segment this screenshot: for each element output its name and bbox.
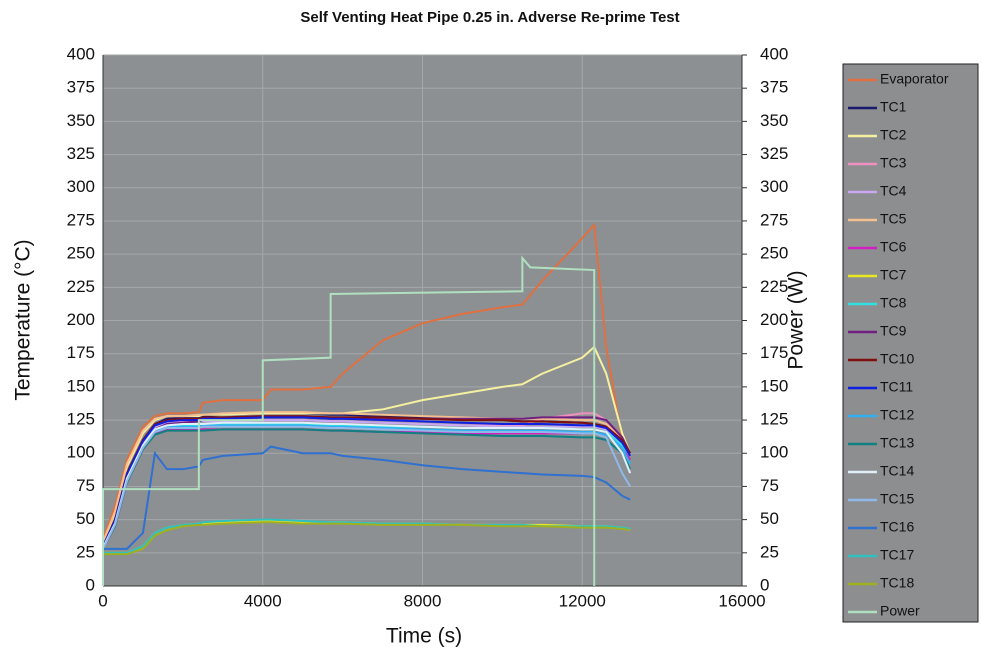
y2-tick-label: 200 <box>760 310 788 329</box>
y2-tick-label: 25 <box>760 542 779 561</box>
legend-label: TC5 <box>880 211 907 227</box>
legend-label: TC16 <box>880 519 914 535</box>
y2-tick-label: 75 <box>760 476 779 495</box>
legend-label: TC12 <box>880 407 914 423</box>
legend-label: TC10 <box>880 351 914 367</box>
y-tick-label: 100 <box>67 443 95 462</box>
y-tick-label: 75 <box>76 476 95 495</box>
series-line <box>102 255 596 586</box>
y-tick-label: 200 <box>67 310 95 329</box>
y-axis-label: Temperature (°C) <box>12 239 35 400</box>
y2-axis-label: Power (W) <box>785 270 808 369</box>
y2-tick-label: 400 <box>760 44 788 63</box>
series-line <box>102 421 632 548</box>
x-tick-label: 8000 <box>404 591 442 610</box>
y-tick-label: 125 <box>67 410 95 429</box>
x-axis-label: Time (s) <box>386 625 462 648</box>
legend-label: TC4 <box>880 183 907 199</box>
legend-label: TC13 <box>880 435 914 451</box>
y2-tick-label: 375 <box>760 78 788 97</box>
y-tick-label: 25 <box>76 542 95 561</box>
y2-tick-label: 100 <box>760 443 788 462</box>
y2-tick-label: 300 <box>760 177 788 196</box>
series-line <box>102 416 632 547</box>
y2-tick-label: 350 <box>760 111 788 130</box>
y2-tick-label: 125 <box>760 410 788 429</box>
x-tick-label: 4000 <box>244 591 282 610</box>
legend-label: TC8 <box>880 295 907 311</box>
legend-label: TC11 <box>880 379 913 395</box>
y-tick-label: 0 <box>86 575 95 594</box>
y-tick-label: 225 <box>67 277 95 296</box>
series-line <box>102 425 632 550</box>
series-line <box>102 419 631 547</box>
y-tick-label: 275 <box>67 210 95 229</box>
y-tick-label: 375 <box>67 78 95 97</box>
chart-title: Self Venting Heat Pipe 0.25 in. Adverse … <box>300 9 679 26</box>
legend-label: TC2 <box>880 127 907 143</box>
legend-label: Power <box>880 603 920 619</box>
x-tick-label: 12000 <box>559 591 606 610</box>
legend-label: TC7 <box>880 267 907 283</box>
legend-label: Evaporator <box>880 71 949 87</box>
series-line <box>103 445 631 550</box>
series-line <box>102 411 632 543</box>
legend-label: TC6 <box>880 239 907 255</box>
series-line <box>102 415 632 547</box>
y2-tick-label: 0 <box>760 575 769 594</box>
legend-label: TC3 <box>880 155 907 171</box>
y2-tick-label: 225 <box>760 277 788 296</box>
y-tick-label: 175 <box>67 343 95 362</box>
series-line <box>102 428 632 550</box>
y-tick-label: 250 <box>67 244 95 263</box>
y-tick-label: 350 <box>67 111 95 130</box>
x-tick-label: 16000 <box>718 591 765 610</box>
series-line <box>103 521 631 556</box>
y2-tick-label: 50 <box>760 509 779 528</box>
y-tick-label: 325 <box>67 144 95 163</box>
y2-tick-label: 275 <box>760 210 788 229</box>
series-line <box>103 518 631 554</box>
x-tick-label: 0 <box>98 591 107 610</box>
y2-tick-label: 250 <box>760 244 788 263</box>
y-tick-label: 300 <box>67 177 95 196</box>
y2-tick-label: 325 <box>760 144 788 163</box>
legend-label: TC9 <box>880 323 907 339</box>
y-tick-label: 400 <box>67 44 95 63</box>
series-line <box>102 424 632 548</box>
y-tick-label: 50 <box>76 509 95 528</box>
y2-tick-label: 150 <box>760 376 788 395</box>
legend-label: TC1 <box>880 99 907 115</box>
y-tick-label: 150 <box>67 376 95 395</box>
y2-tick-label: 175 <box>760 343 788 362</box>
legend-label: TC14 <box>880 463 914 479</box>
series-line <box>102 222 632 540</box>
legend-label: TC15 <box>880 491 914 507</box>
legend-label: TC18 <box>880 575 914 591</box>
legend <box>842 63 979 623</box>
legend-label: TC17 <box>880 547 914 563</box>
